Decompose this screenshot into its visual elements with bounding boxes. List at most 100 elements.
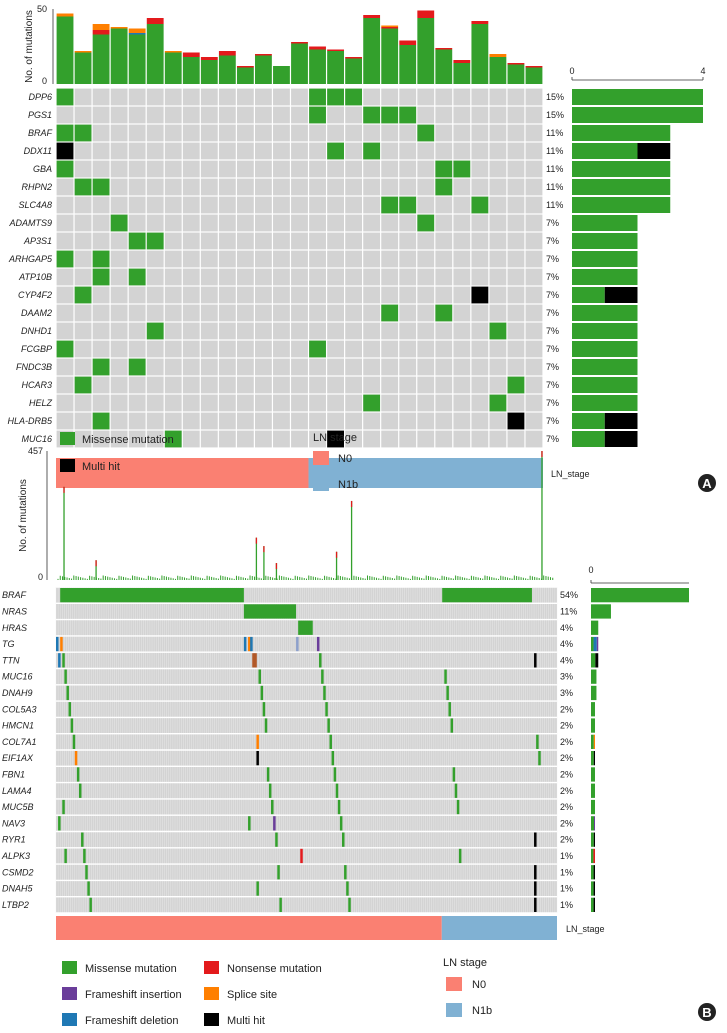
gene-freq-bar-multi	[604, 287, 638, 303]
grid-cell	[399, 88, 417, 106]
mutation-cell	[264, 718, 268, 733]
grid-cell	[164, 214, 182, 232]
grid-cell	[309, 178, 326, 196]
mutation-cell	[309, 88, 326, 106]
grid-cell	[525, 430, 543, 448]
grid-cell	[489, 142, 507, 160]
grid-cell	[471, 160, 489, 178]
grid-cell	[453, 358, 471, 376]
grid-cell	[435, 286, 453, 304]
grid-cell	[92, 322, 110, 340]
mutation-cell	[446, 685, 449, 701]
grid-cell	[489, 430, 507, 448]
gene-pct: 7%	[546, 272, 559, 282]
grid-cell	[363, 340, 381, 358]
grid-cell	[291, 178, 308, 196]
grid-cell	[309, 160, 326, 178]
grid-cell	[345, 214, 363, 232]
tmb-bar	[291, 43, 308, 84]
mutation-cell	[72, 734, 76, 749]
grid-cell	[74, 394, 92, 412]
grid-cell	[399, 412, 417, 430]
tmb-bar	[363, 15, 381, 18]
mutation-cell	[60, 636, 63, 652]
grid-cell	[74, 88, 92, 106]
grid-cell	[453, 430, 471, 448]
grid-cell	[255, 124, 272, 142]
grid-cell	[363, 286, 381, 304]
grid-cell	[381, 178, 399, 196]
grid-cell	[363, 358, 381, 376]
grid-cell	[236, 214, 254, 232]
grid-cell	[525, 394, 543, 412]
gene-pct: 2%	[560, 769, 573, 779]
grid-cell	[128, 412, 146, 430]
grid-cell	[471, 376, 489, 394]
mutation-cell	[454, 783, 458, 798]
grid-cell	[164, 88, 182, 106]
grid-cell	[345, 358, 363, 376]
gene-label: TG	[2, 639, 15, 649]
grid-cell	[525, 214, 543, 232]
mutation-cell	[56, 250, 74, 268]
grid-cell	[164, 322, 182, 340]
grid-cell	[182, 196, 200, 214]
grid-cell	[255, 394, 272, 412]
grid-cell	[128, 430, 146, 448]
tmb-bar	[453, 60, 471, 63]
tmb-bar	[74, 52, 92, 84]
mutation-cell	[254, 653, 257, 668]
gene-pct: 3%	[560, 688, 573, 698]
mutation-cell	[444, 669, 447, 684]
gene-pct: 1%	[560, 851, 573, 861]
grid-cell	[381, 160, 399, 178]
grid-cell	[345, 232, 363, 250]
mutation-cell	[56, 142, 74, 160]
grid-cell	[363, 232, 381, 250]
tmb-bar	[399, 45, 417, 84]
grid-cell	[164, 412, 182, 430]
mutation-cell	[298, 620, 313, 635]
grid-cell	[435, 340, 453, 358]
gene-label: ARHGAP5	[8, 254, 53, 264]
grid-cell	[381, 88, 399, 106]
mutation-cell	[341, 832, 345, 847]
tmb-bar	[56, 16, 74, 84]
gene-freq-bar	[591, 620, 599, 635]
grid-cell	[381, 394, 399, 412]
mutation-cell	[85, 865, 88, 880]
mutation-cell	[164, 430, 182, 448]
grid-cell	[74, 304, 92, 322]
tmb-bar	[92, 34, 110, 84]
legend-label: Splice site	[227, 989, 277, 1001]
legend-label: Missense mutation	[85, 963, 177, 975]
grid-cell	[327, 214, 344, 232]
tmb-bar	[74, 51, 92, 53]
grid-cell	[507, 124, 525, 142]
grid-cell	[327, 358, 344, 376]
grid-cell	[363, 430, 381, 448]
gene-label: DAAM2	[21, 308, 52, 318]
grid-cell	[182, 178, 200, 196]
gene-pct: 11%	[560, 606, 577, 616]
mutation-cell	[448, 702, 451, 717]
gene-freq-bar	[591, 751, 594, 766]
gene-pct: 7%	[546, 398, 559, 408]
grid-cell	[182, 394, 200, 412]
grid-cell	[525, 196, 543, 214]
grid-cell	[507, 178, 525, 196]
grid-cell	[363, 250, 381, 268]
mutation-cell	[92, 178, 110, 196]
grid-cell	[435, 106, 453, 124]
grid-cell	[255, 430, 272, 448]
grid-cell	[471, 124, 489, 142]
grid-cell	[200, 196, 218, 214]
grid-cell	[399, 160, 417, 178]
grid-cell	[417, 286, 435, 304]
grid-cell	[345, 412, 363, 430]
mutation-cell	[321, 669, 324, 684]
grid-cell	[381, 358, 399, 376]
grid-cell	[56, 358, 74, 376]
grid-cell	[345, 124, 363, 142]
grid-cell	[110, 286, 128, 304]
